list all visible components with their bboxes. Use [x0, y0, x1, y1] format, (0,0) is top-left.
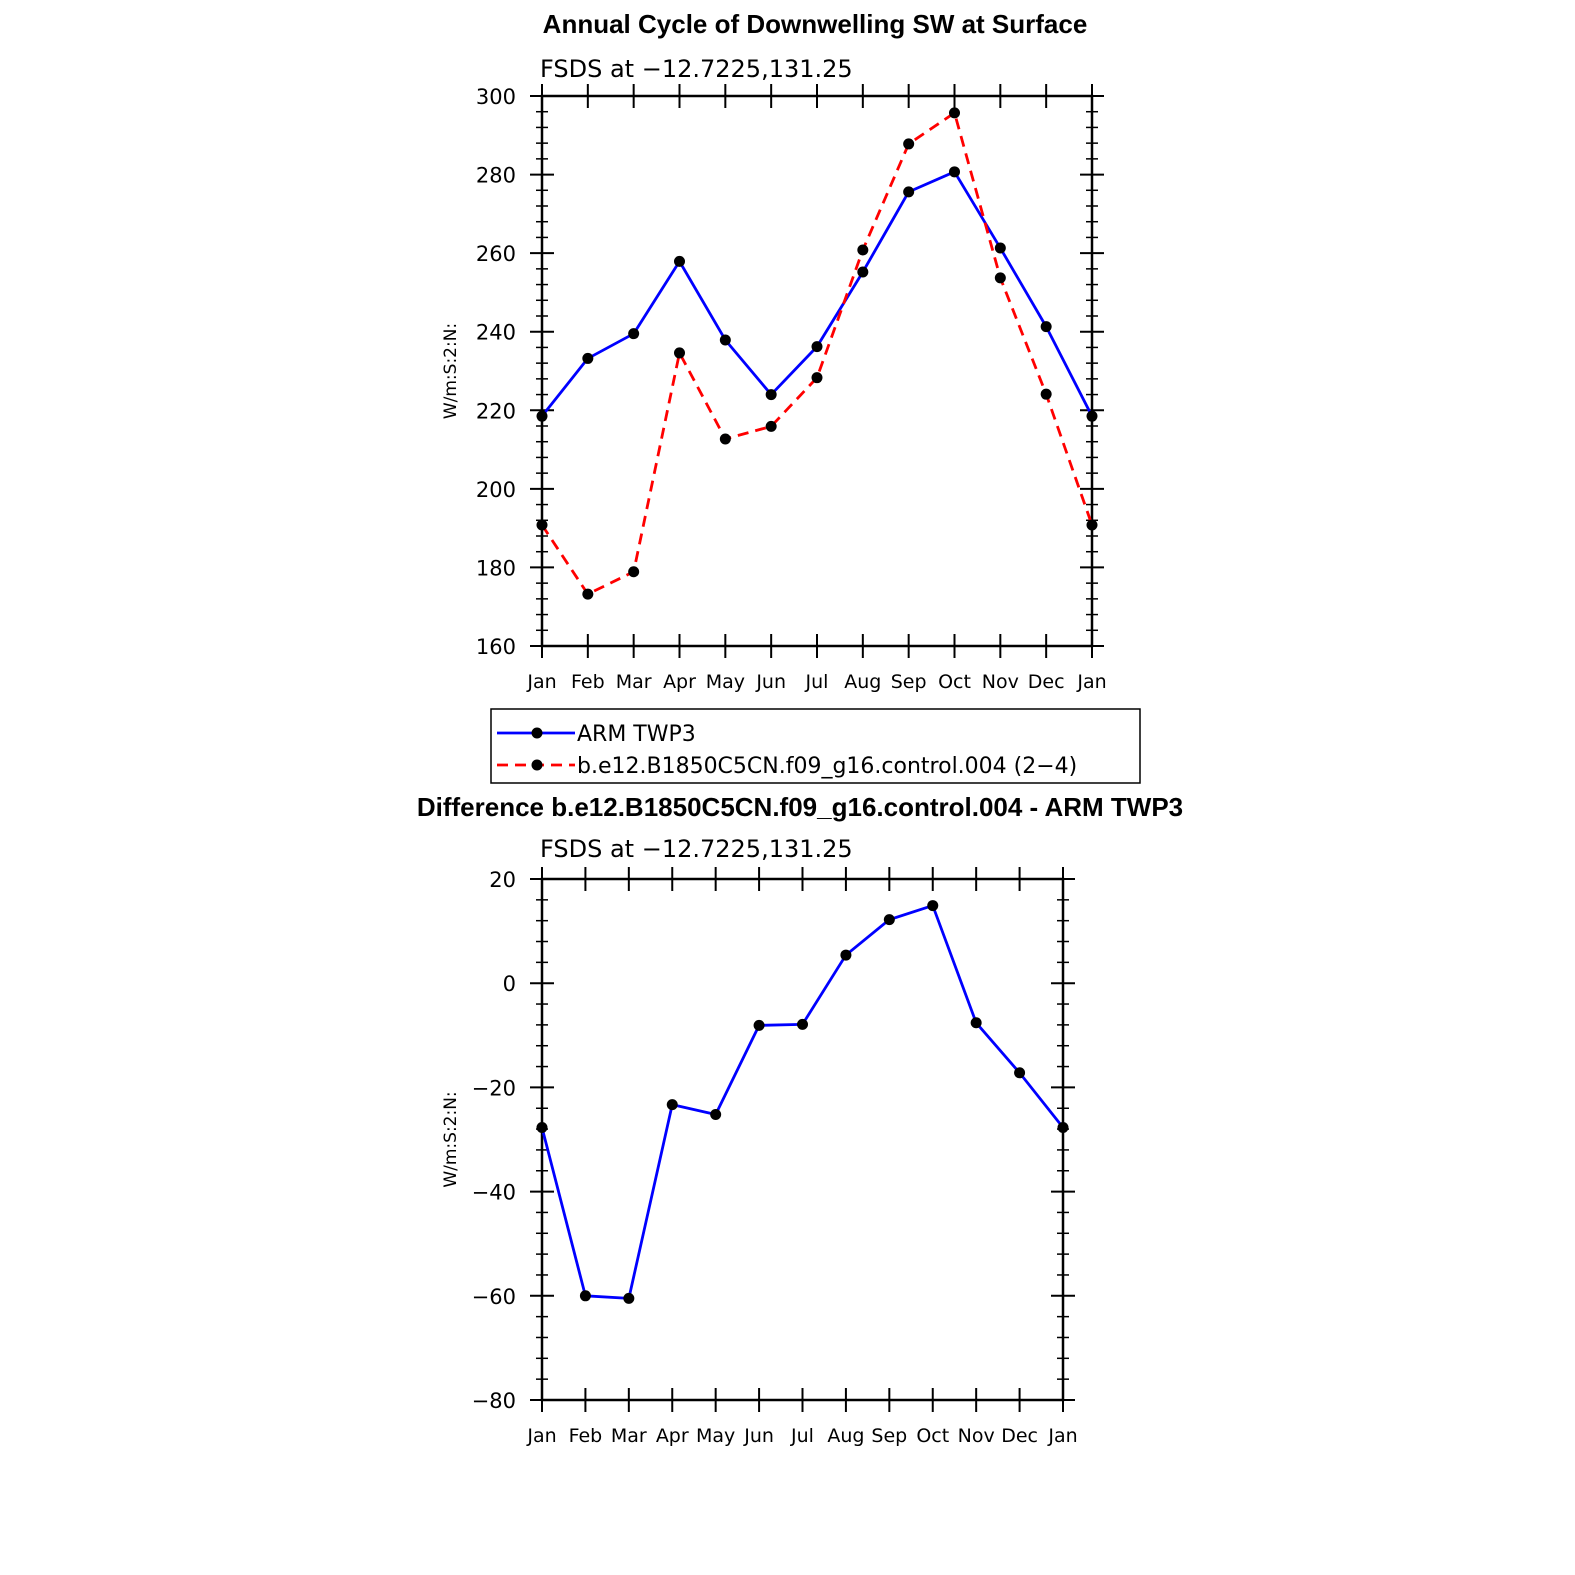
x-tick-label: Jan — [1047, 1425, 1077, 1447]
y-tick-label: 280 — [476, 164, 516, 188]
series-0-point — [536, 410, 548, 422]
series-1-point — [857, 244, 869, 256]
x-tick-label: Nov — [982, 671, 1019, 693]
series-1-point — [765, 420, 777, 432]
x-tick-label: Mar — [611, 1425, 647, 1447]
series-0-point — [623, 1292, 635, 1304]
series-1-point — [949, 107, 960, 119]
y-axis-label: W/m:S:2:N: — [441, 323, 461, 419]
legend-label-0: ARM TWP3 — [577, 722, 696, 747]
series-0-point — [1086, 410, 1098, 422]
series-0-point — [719, 334, 731, 346]
top-chart-title: Annual Cycle of Downwelling SW at Surfac… — [543, 9, 1088, 39]
x-tick-label: Dec — [1001, 1425, 1038, 1447]
series-0-point — [927, 900, 939, 912]
legend-marker-1 — [531, 759, 543, 771]
series-0-point — [949, 166, 960, 178]
x-tick-label: Sep — [891, 671, 927, 693]
series-0-point — [903, 186, 915, 198]
legend-marker-0 — [531, 727, 543, 739]
legend-label-1: b.e12.B1850C5CN.f09_g16.control.004 (2−4… — [577, 754, 1077, 779]
series-line-0 — [540, 904, 1065, 1300]
x-tick-label: Feb — [571, 671, 605, 693]
series-1-point — [628, 566, 640, 578]
series-1-point — [994, 272, 1006, 284]
series-0-point — [666, 1099, 678, 1111]
y-tick-label: 300 — [476, 85, 516, 109]
plot-frame — [540, 94, 1094, 648]
x-tick-label: Mar — [616, 671, 652, 693]
series-0-point — [582, 352, 594, 364]
series-0-point — [1014, 1067, 1026, 1079]
legend-box — [490, 708, 1141, 784]
y-tick-label: 160 — [476, 635, 516, 659]
y-tick-label: 260 — [476, 242, 516, 266]
series-0-point — [1057, 1122, 1069, 1134]
x-tick-label: Nov — [958, 1425, 995, 1447]
y-tick-label: 0 — [503, 972, 516, 996]
x-tick-label: Apr — [656, 1425, 689, 1447]
x-tick-label: Jun — [743, 1425, 774, 1447]
x-tick-label: Dec — [1028, 671, 1065, 693]
series-0-point — [579, 1290, 591, 1302]
x-tick-label: Jan — [1076, 671, 1106, 693]
legend: ARM TWP3 b.e12.B1850C5CN.f09_g16.control.… — [490, 708, 1141, 784]
series-0-point — [628, 328, 640, 340]
series-0-point — [710, 1108, 722, 1120]
plot-frame — [540, 877, 1065, 1402]
series-line-1 — [540, 111, 1094, 596]
series-1-point — [1086, 519, 1098, 531]
series-1-point — [582, 588, 594, 600]
x-tick-label: Aug — [827, 1425, 864, 1447]
series-0-point — [797, 1018, 808, 1030]
x-tick-label: Jun — [755, 671, 786, 693]
series-0-point — [883, 914, 895, 926]
series-1-point — [811, 372, 823, 384]
y-tick-label: 180 — [476, 556, 516, 580]
y-tick-label: −20 — [472, 1076, 516, 1100]
x-tick-label: Jul — [805, 671, 829, 693]
top-chart: 160 180 200 220 240 260 280 300 Jan Feb Mar Apr May J… — [441, 84, 1107, 693]
y-tick-label: −60 — [472, 1285, 516, 1309]
series-1-point — [674, 347, 685, 359]
series-0-point — [674, 255, 685, 267]
y-tick-label: −40 — [472, 1181, 516, 1205]
x-tick-label: Oct — [916, 1425, 949, 1447]
series-0-point — [970, 1017, 982, 1029]
bottom-chart-subtitle: FSDS at −12.7225,131.25 — [540, 835, 853, 863]
top-chart-subtitle: FSDS at −12.7225,131.25 — [540, 55, 853, 83]
series-1-point — [903, 138, 915, 150]
series-0-point — [840, 949, 852, 961]
series-0-point — [811, 341, 823, 353]
x-tick-label: May — [706, 671, 745, 693]
series-0-point — [536, 1122, 548, 1134]
x-tick-label: Jan — [526, 671, 556, 693]
y-tick-label: 240 — [476, 321, 516, 345]
y-tick-label: 220 — [476, 399, 516, 423]
x-tick-label: Oct — [938, 671, 971, 693]
y-axis-label: W/m:S:2:N: — [441, 1091, 461, 1187]
bottom-chart: −80 −60 −40 −20 0 20 Jan Feb Mar Apr May Jun Jul Aug S… — [441, 867, 1078, 1447]
y-tick-label: 200 — [476, 478, 516, 502]
x-tick-label: Jul — [790, 1425, 814, 1447]
y-tick-label: −80 — [472, 1389, 516, 1413]
bottom-chart-title: Difference b.e12.B1850C5CN.f09_g16.contr… — [417, 792, 1183, 822]
x-tick-label: May — [696, 1425, 735, 1447]
series-0-point — [753, 1019, 765, 1031]
series-1-point — [719, 433, 731, 445]
series-0-point — [765, 389, 777, 401]
x-tick-label: Feb — [569, 1425, 603, 1447]
x-tick-label: Jan — [526, 1425, 556, 1447]
series-0-point — [1040, 321, 1052, 333]
series-1-point — [536, 519, 548, 531]
x-tick-label: Aug — [844, 671, 881, 693]
y-tick-label: 20 — [489, 868, 516, 892]
series-1-point — [1040, 388, 1052, 400]
series-0-point — [994, 242, 1006, 254]
x-tick-label: Sep — [871, 1425, 907, 1447]
series-0-point — [857, 266, 869, 278]
x-tick-label: Apr — [663, 671, 696, 693]
